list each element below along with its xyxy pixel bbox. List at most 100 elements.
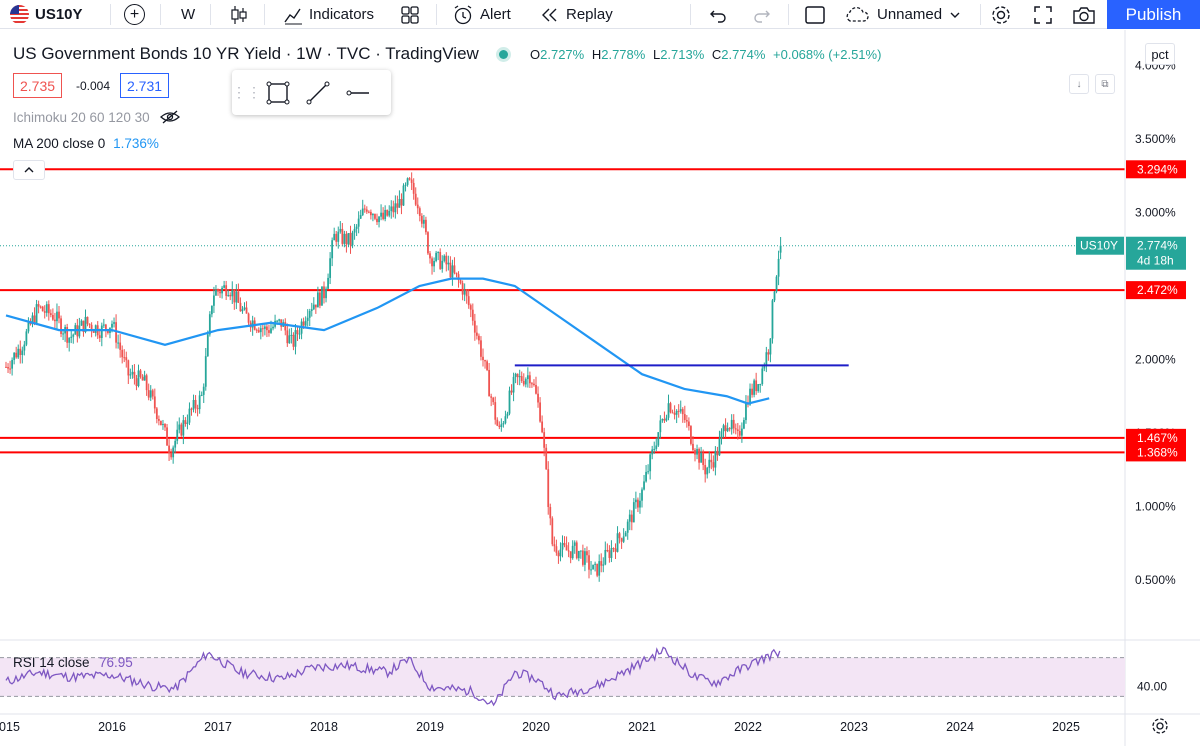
candle[interactable] xyxy=(308,310,311,318)
candle[interactable] xyxy=(363,208,366,210)
candle[interactable] xyxy=(675,410,678,415)
maximize-pane-button[interactable]: ⧉ xyxy=(1095,74,1115,94)
candle[interactable] xyxy=(696,449,698,455)
candle[interactable] xyxy=(443,255,446,261)
candle[interactable] xyxy=(137,370,140,387)
ichimoku-indicator-label[interactable]: Ichimoku 20 60 120 30 xyxy=(13,109,181,125)
candle[interactable] xyxy=(539,402,541,422)
candle[interactable] xyxy=(39,306,42,308)
candle[interactable] xyxy=(182,420,185,436)
candle[interactable] xyxy=(312,304,315,310)
candle[interactable] xyxy=(630,514,633,523)
candle[interactable] xyxy=(771,300,774,339)
candle[interactable] xyxy=(319,292,321,306)
candle[interactable] xyxy=(425,219,427,233)
candle[interactable] xyxy=(188,408,191,423)
candle[interactable] xyxy=(698,449,700,463)
candle[interactable] xyxy=(510,390,513,393)
candle[interactable] xyxy=(298,333,301,335)
candle[interactable] xyxy=(353,228,356,233)
candle[interactable] xyxy=(90,324,93,331)
candle[interactable] xyxy=(398,198,401,208)
candle[interactable] xyxy=(225,285,228,296)
candle[interactable] xyxy=(708,459,711,468)
candle[interactable] xyxy=(706,467,709,475)
candle[interactable] xyxy=(72,334,75,337)
candle[interactable] xyxy=(172,447,175,458)
candle[interactable] xyxy=(304,320,307,326)
candle[interactable] xyxy=(418,208,421,216)
candle[interactable] xyxy=(673,412,676,415)
drag-handle[interactable]: ⋮⋮ xyxy=(232,84,262,100)
candle[interactable] xyxy=(280,319,283,327)
candle[interactable] xyxy=(620,538,623,542)
candle[interactable] xyxy=(526,375,529,380)
candle[interactable] xyxy=(323,286,325,299)
candle[interactable] xyxy=(113,322,115,324)
candle[interactable] xyxy=(520,376,523,381)
candle[interactable] xyxy=(176,429,179,441)
candle[interactable] xyxy=(732,419,735,429)
candle[interactable] xyxy=(217,289,219,292)
candle[interactable] xyxy=(400,198,403,206)
buy-button[interactable]: 2.731 xyxy=(120,73,170,98)
candle[interactable] xyxy=(429,253,431,259)
candle[interactable] xyxy=(180,424,183,436)
candle[interactable] xyxy=(125,357,128,361)
snapshot-button[interactable] xyxy=(1072,0,1096,29)
candle[interactable] xyxy=(286,330,289,344)
candle[interactable] xyxy=(290,334,293,336)
candle[interactable] xyxy=(643,481,645,490)
candle[interactable] xyxy=(455,272,458,275)
candle[interactable] xyxy=(447,262,450,265)
candle[interactable] xyxy=(139,370,142,377)
candle[interactable] xyxy=(685,419,688,422)
candle[interactable] xyxy=(541,421,544,433)
candle[interactable] xyxy=(355,226,358,229)
candle[interactable] xyxy=(88,323,91,325)
candle[interactable] xyxy=(435,252,438,262)
candle[interactable] xyxy=(628,514,631,522)
candle[interactable] xyxy=(608,550,611,558)
candle[interactable] xyxy=(376,218,378,223)
candle[interactable] xyxy=(484,360,486,362)
candle[interactable] xyxy=(543,432,546,448)
rsi-pane[interactable]: RSI 14 close 76.95 xyxy=(0,646,1125,707)
candle[interactable] xyxy=(616,533,619,552)
candle[interactable] xyxy=(294,330,297,347)
candle[interactable] xyxy=(486,361,488,370)
candle[interactable] xyxy=(396,203,399,208)
candle[interactable] xyxy=(221,287,223,294)
candle[interactable] xyxy=(213,295,215,306)
candle[interactable] xyxy=(141,376,144,381)
candle[interactable] xyxy=(471,309,474,321)
candle[interactable] xyxy=(333,233,336,241)
candle[interactable] xyxy=(68,337,71,343)
compare-button[interactable]: + xyxy=(124,0,145,29)
candle[interactable] xyxy=(592,564,594,570)
candle[interactable] xyxy=(663,418,666,421)
candle[interactable] xyxy=(276,320,279,322)
candle[interactable] xyxy=(637,499,639,508)
candle[interactable] xyxy=(329,258,332,278)
candle[interactable] xyxy=(129,374,132,376)
candle[interactable] xyxy=(730,419,733,430)
candle[interactable] xyxy=(33,315,36,324)
candle[interactable] xyxy=(337,231,340,242)
candle[interactable] xyxy=(210,305,213,315)
candle[interactable] xyxy=(563,542,566,546)
candle[interactable] xyxy=(482,356,484,361)
candle[interactable] xyxy=(743,420,745,429)
candle[interactable] xyxy=(588,555,590,570)
candle[interactable] xyxy=(92,330,95,333)
candle[interactable] xyxy=(335,233,338,242)
candle[interactable] xyxy=(251,320,254,328)
fullscreen-button[interactable] xyxy=(1033,0,1053,29)
candle[interactable] xyxy=(700,452,703,463)
interval-button[interactable]: W xyxy=(181,0,195,29)
layout-menu[interactable]: Unnamed xyxy=(843,0,962,29)
candle[interactable] xyxy=(514,373,517,377)
candle[interactable] xyxy=(718,438,721,456)
candle[interactable] xyxy=(153,396,156,409)
candle[interactable] xyxy=(473,320,476,333)
